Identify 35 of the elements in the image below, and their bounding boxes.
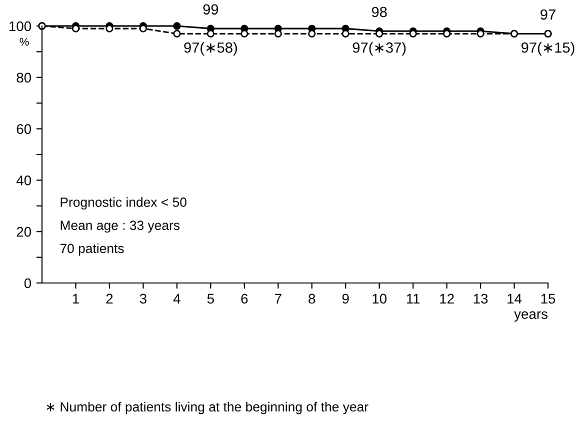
annotation: 97(∗58) xyxy=(184,42,237,56)
annotation: 97(∗15) xyxy=(522,42,574,56)
x-tick-label: 1 xyxy=(72,294,79,304)
y-tick-label: 0 xyxy=(24,278,32,288)
y-tick-label: 80 xyxy=(16,72,32,83)
annotation: Prognostic index < 50 xyxy=(60,197,186,210)
annotation: 97(∗37) xyxy=(352,42,406,56)
x-tick-label: 2 xyxy=(106,294,113,304)
y-tick-label: 60 xyxy=(16,124,32,134)
x-tick-label: 14 xyxy=(508,294,522,304)
x-tick-label: 11 xyxy=(406,294,420,304)
x-tick-label: 15 xyxy=(541,294,556,304)
y-tick-label: 20 xyxy=(16,226,32,237)
point xyxy=(173,22,181,30)
y-axis-title: % xyxy=(20,38,29,46)
x-tick-label: 10 xyxy=(372,294,387,304)
y-tick-label: 40 xyxy=(16,176,32,186)
annotation: 98 xyxy=(372,6,387,18)
x-tick-label: 7 xyxy=(274,294,282,304)
text: ∗ Number of patients living at the beginning of the year xyxy=(46,402,368,414)
x-tick-label: 13 xyxy=(474,294,488,304)
x-tick-label: 3 xyxy=(140,294,146,304)
x-tick-label: 4 xyxy=(173,294,180,304)
x-tick-label: 5 xyxy=(207,294,214,304)
x-tick-label: 6 xyxy=(241,294,248,304)
x-axis-title: years xyxy=(514,311,548,322)
x-tick-label: 12 xyxy=(440,294,454,304)
point xyxy=(173,30,181,38)
y-tick-label: 100 xyxy=(9,21,32,32)
annotation: 99 xyxy=(203,4,218,15)
x-tick-label: 8 xyxy=(308,294,316,304)
annotation: 97 xyxy=(540,9,556,20)
annotation: 70 patients xyxy=(60,243,124,256)
annotation: Mean age : 33 years xyxy=(60,220,180,233)
x-tick-label: 9 xyxy=(342,294,349,304)
